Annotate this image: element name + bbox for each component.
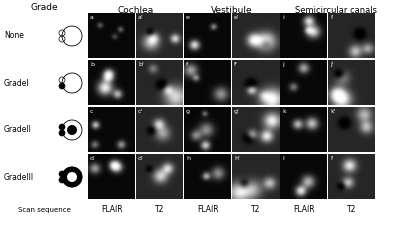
Circle shape	[59, 124, 65, 130]
Text: FLAIR: FLAIR	[293, 205, 315, 215]
Text: T2: T2	[251, 205, 261, 215]
Text: Vestibule: Vestibule	[211, 6, 253, 15]
Text: FLAIR: FLAIR	[197, 205, 219, 215]
Text: T2: T2	[347, 205, 357, 215]
Circle shape	[59, 171, 65, 177]
Text: T2: T2	[155, 205, 165, 215]
Circle shape	[59, 83, 65, 89]
Circle shape	[59, 130, 65, 136]
Text: Cochlea: Cochlea	[118, 6, 154, 15]
Circle shape	[62, 167, 82, 187]
Text: GradeII: GradeII	[4, 125, 32, 134]
Text: Semicircular canals: Semicircular canals	[295, 6, 377, 15]
Circle shape	[67, 172, 77, 182]
Text: None: None	[4, 32, 24, 41]
Text: GradeIII: GradeIII	[4, 172, 34, 182]
Text: GradeI: GradeI	[4, 79, 30, 87]
Circle shape	[59, 177, 65, 183]
Text: Grade: Grade	[30, 3, 58, 12]
Circle shape	[67, 125, 77, 135]
Text: Scan sequence: Scan sequence	[18, 207, 70, 213]
Text: FLAIR: FLAIR	[101, 205, 123, 215]
